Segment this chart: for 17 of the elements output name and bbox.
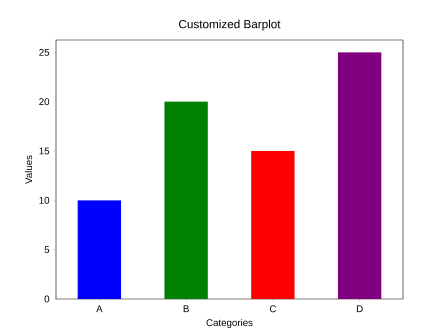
- y-tick-label: 15: [40, 148, 50, 154]
- bar: [251, 150, 295, 299]
- x-tick-label: D: [356, 305, 363, 312]
- chart-title: Customized Barplot: [179, 20, 280, 31]
- bar: [78, 200, 122, 299]
- y-tick-label: 5: [44, 246, 50, 254]
- y-tick-label: 20: [39, 98, 50, 106]
- x-tick-label: C: [270, 305, 276, 312]
- y-axis-title: Values: [24, 155, 32, 184]
- x-tick-label: A: [96, 305, 103, 312]
- y-tick-label: 0: [44, 296, 50, 302]
- y-tick-label: 10: [40, 196, 50, 204]
- x-axis-title: Categories: [206, 318, 253, 328]
- bar: [338, 52, 382, 299]
- y-tick-label: 25: [39, 48, 50, 56]
- bar: [164, 102, 208, 299]
- x-tick-label: B: [184, 305, 189, 312]
